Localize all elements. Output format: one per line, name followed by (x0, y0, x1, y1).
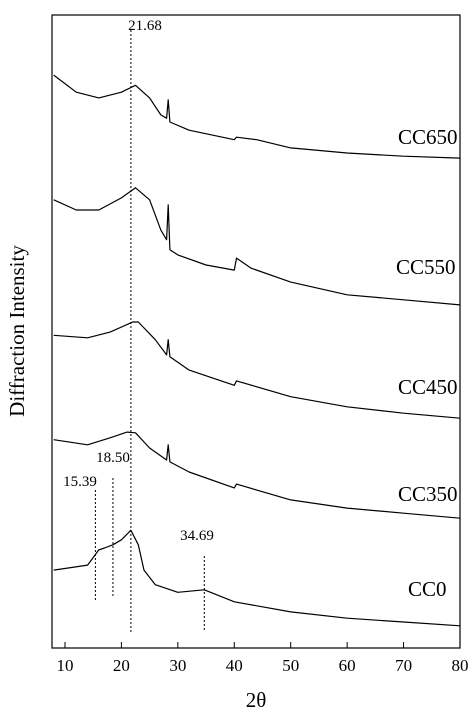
series-label: CC0 (408, 577, 447, 601)
x-axis-label: 2θ (246, 688, 267, 712)
xrd-curve (53, 431, 461, 519)
series-label: CC650 (398, 125, 458, 149)
x-tick-label: 30 (169, 656, 186, 675)
x-tick-label: 10 (56, 656, 73, 675)
peak-label: 15.39 (63, 474, 97, 490)
x-tick-label: 20 (113, 656, 130, 675)
series-label: CC550 (396, 255, 456, 279)
series-label: CC450 (398, 375, 458, 399)
xrd-curve (53, 529, 461, 627)
x-tick-label: 40 (226, 656, 243, 675)
xrd-curve (53, 187, 461, 306)
x-tick-label: 70 (395, 656, 412, 675)
xrd-curve (53, 321, 461, 419)
peak-label: 21.68 (128, 18, 162, 34)
plot-frame (51, 14, 461, 649)
x-tick-label: 60 (339, 656, 356, 675)
peak-label: 18.50 (96, 450, 130, 466)
xrd-curve (53, 74, 461, 159)
x-tick-label: 50 (282, 656, 299, 675)
y-axis-label: Diffraction Intensity (5, 245, 29, 417)
x-tick-label: 80 (452, 656, 469, 675)
peak-label: 34.69 (180, 528, 214, 544)
series-label: CC350 (398, 482, 458, 506)
